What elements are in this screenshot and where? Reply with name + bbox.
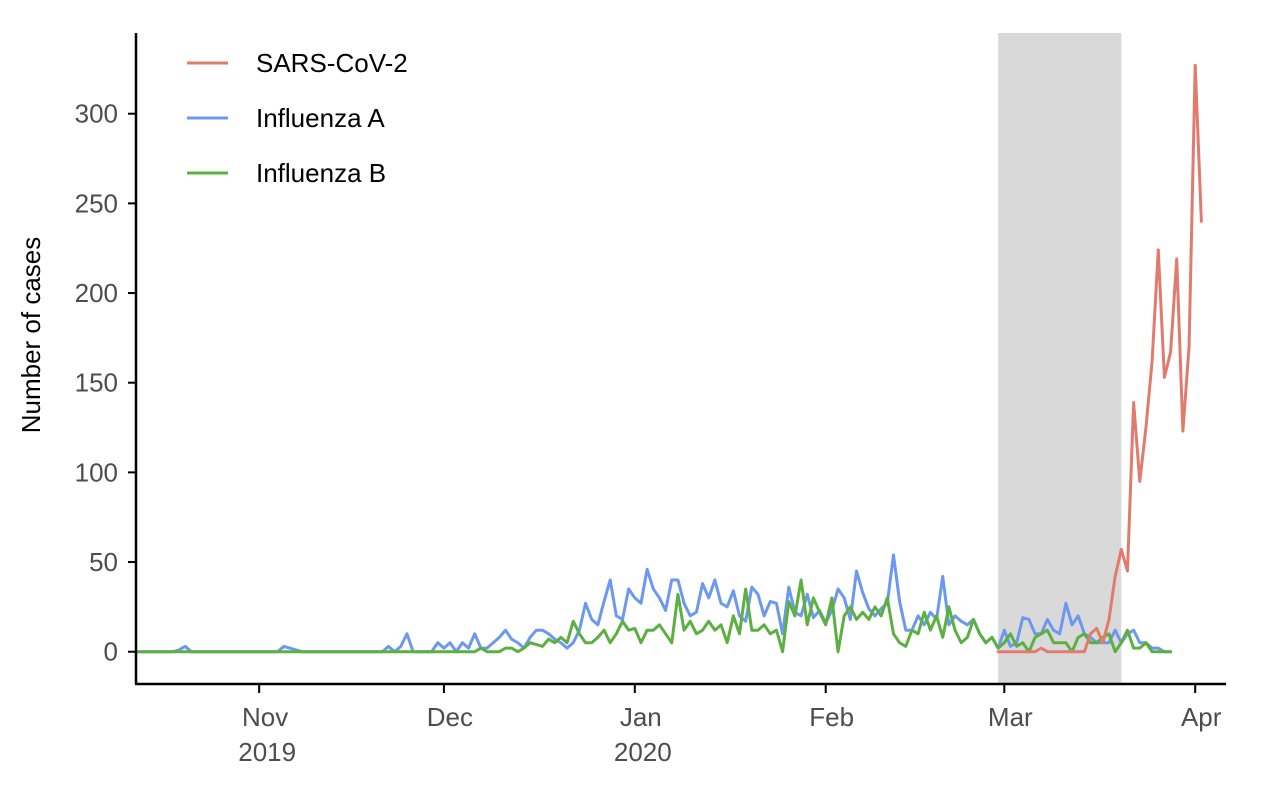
y-tick-label: 0 <box>104 637 118 667</box>
x-tick-label: Feb <box>809 702 854 732</box>
shaded-region-layer <box>998 33 1122 684</box>
y-tick-label: 50 <box>89 547 118 577</box>
y-tick-label: 300 <box>75 99 118 129</box>
legend: SARS-CoV-2 Influenza A Influenza B <box>187 48 408 188</box>
y-tick-label: 150 <box>75 368 118 398</box>
legend-label: SARS-CoV-2 <box>256 48 408 78</box>
x-tick-sublabel: 2019 <box>238 737 296 767</box>
series-line-influenza-b <box>134 578 1173 654</box>
x-tick-sublabel: 2020 <box>614 737 672 767</box>
y-axis-title: Number of cases <box>16 237 46 434</box>
series-line-sars-cov-2 <box>996 63 1203 654</box>
x-tick-label: Jan <box>620 702 662 732</box>
legend-label: Influenza B <box>256 158 386 188</box>
shaded-region <box>998 33 1122 684</box>
x-tick-label: Mar <box>988 702 1033 732</box>
x-tick-label: Nov <box>242 702 288 732</box>
axes-layer <box>134 33 1226 686</box>
y-tick-label: 250 <box>75 188 118 218</box>
legend-label: Influenza A <box>256 103 385 133</box>
x-tick-label: Dec <box>427 702 473 732</box>
y-tick-label: 100 <box>75 457 118 487</box>
x-tick-label: Apr <box>1181 702 1222 732</box>
y-ticks: 0 50 100 150 200 250 300 <box>75 99 136 667</box>
series-layer <box>134 63 1203 654</box>
y-tick-label: 200 <box>75 278 118 308</box>
x-ticks: Nov 2019 Dec Jan 2020 Feb Mar Apr <box>238 684 1222 767</box>
